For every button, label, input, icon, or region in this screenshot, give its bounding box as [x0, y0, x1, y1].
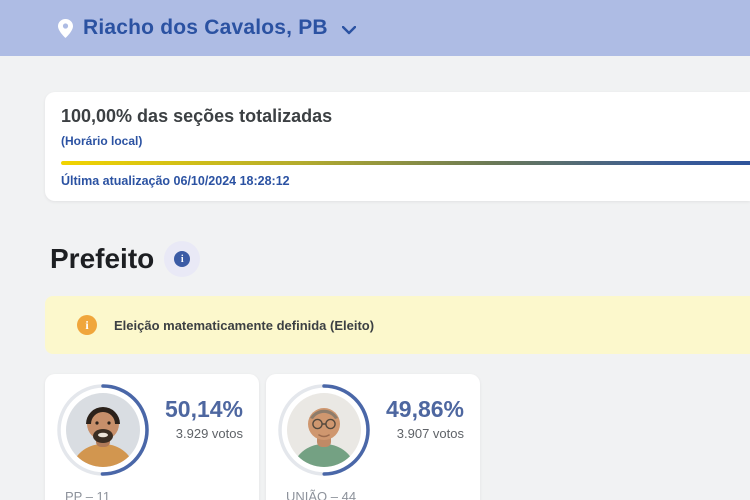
totalization-progress-bar	[61, 161, 750, 165]
candidate-party: UNIÃO – 44	[286, 489, 357, 500]
totalization-progress-fill	[61, 161, 750, 165]
last-update-text: Última atualização 06/10/2024 18:28:12	[61, 174, 290, 188]
candidate-photo-ring	[57, 384, 149, 476]
candidates-row: 50,14% 3.929 votos PP – 11 ARTHUR VIEIRA	[45, 374, 750, 500]
percent-ring	[57, 384, 149, 476]
location-pin-icon	[58, 18, 73, 38]
candidate-photo-ring	[278, 384, 370, 476]
candidate-card-arthur-vieira[interactable]: 50,14% 3.929 votos PP – 11 ARTHUR VIEIRA	[45, 374, 259, 500]
totalization-card: 100,00% das seções totalizadas (Horário …	[45, 92, 750, 201]
location-selector[interactable]: Riacho dos Cavalos, PB	[0, 0, 750, 56]
candidate-photo	[287, 393, 361, 467]
location-label: Riacho dos Cavalos, PB	[83, 16, 328, 39]
candidate-photo	[66, 393, 140, 467]
info-button[interactable]: i	[164, 241, 201, 277]
chevron-down-icon	[341, 25, 356, 34]
candidate-percent: 49,86%	[385, 396, 464, 422]
elected-alert-banner: i Eleição matematicamente definida (Elei…	[45, 296, 750, 354]
candidate-votes: 3.907 votos	[396, 426, 464, 441]
candidate-percent: 50,14%	[164, 396, 243, 422]
info-icon: i	[174, 251, 191, 267]
totalization-title: 100,00% das seções totalizadas	[61, 106, 333, 126]
alert-message: Eleição matematicamente definida (Eleito…	[114, 317, 375, 333]
candidate-card-eudim-de-de[interactable]: 49,86% 3.907 votos UNIÃO – 44 EUDIM DE D…	[266, 374, 480, 500]
alert-info-icon: i	[77, 315, 97, 335]
page-title: Prefeito	[50, 243, 155, 274]
percent-ring	[278, 384, 370, 476]
candidate-votes: 3.929 votos	[175, 426, 243, 441]
candidate-party: PP – 11	[65, 489, 111, 500]
local-time-note: (Horário local)	[61, 134, 143, 148]
